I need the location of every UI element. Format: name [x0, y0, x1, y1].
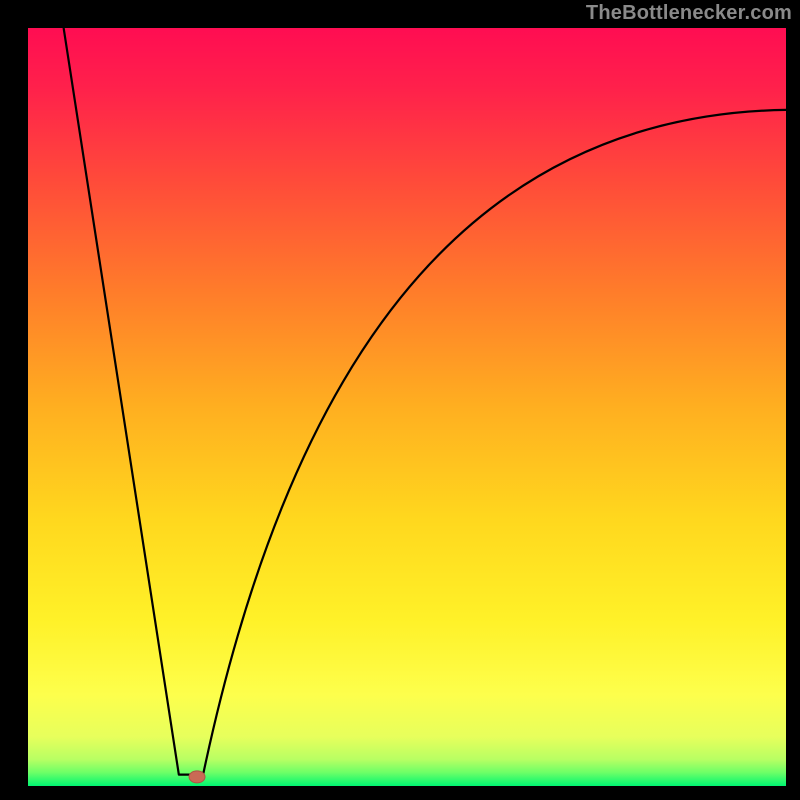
plot-background: [28, 28, 786, 786]
bottleneck-chart: [0, 0, 800, 800]
chart-container: TheBottlenecker.com: [0, 0, 800, 800]
optimal-point-marker: [189, 771, 205, 783]
watermark-text: TheBottlenecker.com: [586, 2, 792, 25]
